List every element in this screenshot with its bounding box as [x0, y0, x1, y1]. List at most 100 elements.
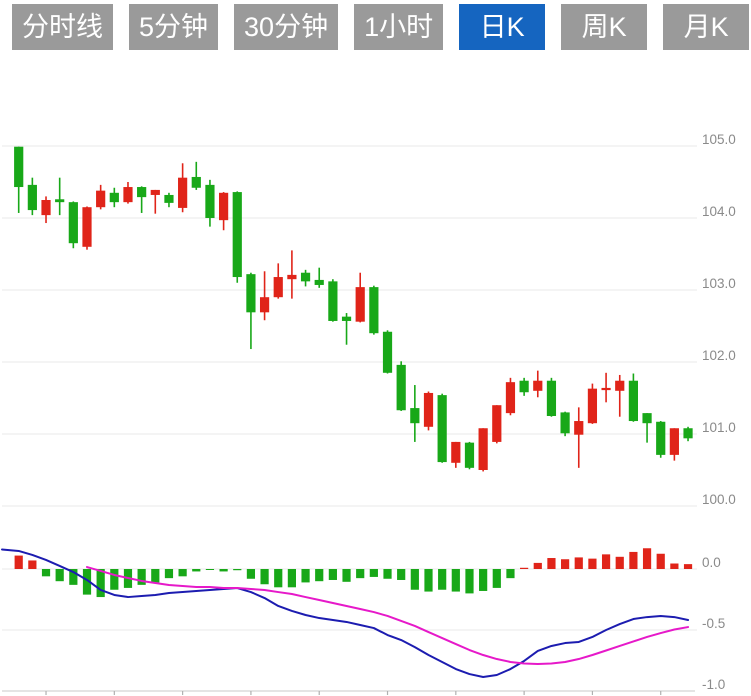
- macd-bar: [287, 569, 296, 588]
- candle-body: [205, 184, 215, 218]
- candle-body: [191, 176, 201, 188]
- macd-bar: [520, 567, 529, 569]
- macd-bar: [438, 569, 447, 590]
- period-button-minute-line[interactable]: 分时线: [12, 4, 113, 50]
- macd-bar: [342, 569, 351, 582]
- price-tick-label: 102.0: [702, 348, 736, 363]
- candle-body: [410, 408, 420, 424]
- macd-bar: [205, 569, 215, 570]
- candle-body: [369, 287, 379, 334]
- macd-bar: [683, 564, 693, 569]
- macd-bar: [178, 569, 187, 577]
- candle-body: [219, 192, 229, 221]
- macd-bar: [164, 569, 174, 579]
- period-button-weekly-k[interactable]: 周K: [561, 4, 648, 50]
- macd-bar: [41, 569, 51, 577]
- candle-body: [519, 380, 529, 393]
- candle-body: [656, 421, 666, 455]
- macd-bar: [14, 555, 23, 569]
- macd-tick-label: -1.0: [702, 677, 725, 692]
- macd-bar: [96, 569, 105, 598]
- candle-body: [601, 387, 611, 391]
- price-tick-label: 103.0: [702, 276, 736, 291]
- candle-body: [27, 184, 37, 211]
- candle-body: [546, 380, 557, 416]
- macd-bar: [601, 554, 611, 569]
- macd-bar: [533, 562, 542, 569]
- period-button-30min[interactable]: 30分钟: [234, 4, 339, 50]
- candle-body: [396, 364, 406, 411]
- axis-labels: 105.0 104.0 103.0 102.0 101.0 100.0 0.0 -0.5 -1.…: [45, 132, 736, 695]
- macd-bar: [383, 569, 392, 579]
- candle-body: [533, 380, 543, 391]
- price-tick-label: 105.0: [702, 132, 736, 147]
- macd-bar: [233, 569, 242, 571]
- candle-body: [328, 281, 338, 321]
- macd-dif-dea-lines: [1, 548, 690, 678]
- period-button-1hour[interactable]: 1小时: [354, 4, 444, 50]
- candle-body: [492, 405, 502, 442]
- candle-body: [273, 277, 283, 298]
- candle-body: [178, 177, 188, 208]
- macd-bar: [301, 569, 310, 583]
- macd-bar: [356, 569, 365, 579]
- candle-body: [382, 331, 393, 373]
- macd-bar: [656, 553, 665, 569]
- macd-bar: [274, 569, 283, 588]
- candle-body: [55, 199, 65, 203]
- candle-body: [560, 412, 570, 434]
- macd-tick-label: 0.0: [702, 555, 721, 570]
- macd-bar: [588, 558, 597, 569]
- period-button-daily-k[interactable]: 日K: [459, 4, 546, 50]
- macd-bar: [246, 569, 256, 579]
- candle-body: [615, 380, 625, 391]
- macd-bar: [424, 569, 433, 592]
- period-button-5min[interactable]: 5分钟: [129, 4, 219, 50]
- candle-body: [14, 146, 24, 188]
- candle-body: [41, 200, 51, 216]
- candle-body: [259, 297, 270, 313]
- candle-body: [300, 272, 311, 282]
- candle-body: [628, 380, 638, 422]
- candle-body: [587, 388, 598, 424]
- period-button-monthly-k[interactable]: 月K: [663, 4, 750, 50]
- macd-tick-label: -0.5: [702, 616, 725, 631]
- macd-bar: [328, 569, 337, 580]
- macd-bar: [55, 569, 64, 582]
- macd-bar: [137, 569, 146, 585]
- dea-line: [86, 566, 690, 666]
- macd-bar: [110, 569, 119, 590]
- dif-line: [1, 548, 690, 678]
- macd-bar: [492, 569, 501, 588]
- candle-body: [505, 382, 516, 414]
- macd-histogram: [14, 548, 693, 598]
- price-tick-label: 104.0: [702, 204, 736, 219]
- candle-body: [123, 187, 133, 203]
- macd-bar: [547, 558, 556, 569]
- candle-body: [478, 428, 488, 470]
- macd-bar: [629, 551, 638, 569]
- macd-bar: [28, 560, 37, 569]
- candle-body: [451, 441, 461, 463]
- candle-body: [287, 274, 297, 280]
- candle-body: [246, 274, 256, 313]
- macd-bar: [479, 569, 488, 591]
- macd-bar: [410, 569, 419, 590]
- candle-body: [464, 442, 475, 468]
- candle-body: [96, 190, 106, 208]
- macd-bar: [506, 569, 515, 579]
- candle-body: [68, 202, 78, 244]
- candle-body: [574, 421, 584, 435]
- macd-bar: [574, 557, 583, 569]
- candle-body: [164, 194, 174, 203]
- candle-body: [423, 392, 434, 427]
- macd-bar: [451, 569, 460, 592]
- macd-bar: [260, 569, 269, 585]
- candle-body: [137, 187, 147, 198]
- macd-bar: [670, 563, 679, 569]
- price-tick-label: 101.0: [702, 420, 736, 435]
- macd-bar: [465, 569, 474, 594]
- macd-bar: [151, 569, 160, 583]
- macd-bar: [642, 548, 652, 569]
